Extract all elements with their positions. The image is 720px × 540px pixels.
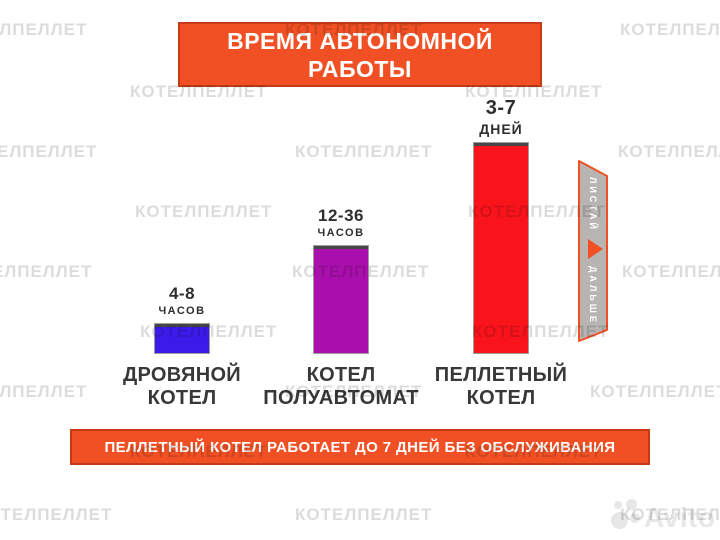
bottom-banner-text: ПЕЛЛЕТНЫЙ КОТЕЛ РАБОТАЕТ ДО 7 ДНЕЙ БЕЗ О…: [104, 438, 616, 456]
watermark-text: КОТЕЛПЕЛЛЕТ: [0, 505, 113, 524]
bar-value-range: 3-7: [485, 97, 517, 119]
bar-pellet: [473, 142, 529, 354]
bar-wood: [154, 323, 210, 354]
category-line: ДРОВЯНОЙ: [123, 364, 241, 386]
ribbon-word-listay: ЛИСТАЙ: [588, 177, 598, 233]
swipe-next-ribbon: ЛИСТАЙ ДАЛЬШЕ: [576, 152, 610, 350]
bar-value-unit: ЧАСОВ: [317, 227, 365, 239]
watermark-text: КОТЕЛПЕЛЛЕТ: [618, 142, 720, 161]
category-line: ПЕЛЛЕТНЫЙ: [434, 364, 568, 386]
watermark-text: КОТЕЛПЕЛЛЕТ: [0, 20, 88, 39]
bar-group-semiauto: 12-36 ЧАСОВ: [261, 206, 421, 354]
watermark-text: КОТЕЛПЕЛЛЕТ: [135, 202, 273, 221]
arrow-right-icon: [587, 239, 603, 260]
watermark-text: КОТЕЛПЕЛЛЕТ: [620, 20, 720, 39]
category-line: ПОЛУАВТОМАТ: [263, 387, 419, 409]
title-banner: ВРЕМЯ АВТОНОМНОЙ РАБОТЫ: [178, 22, 542, 87]
avito-logo: Avito: [611, 499, 715, 533]
category-line: КОТЕЛ: [147, 387, 217, 409]
bar-value-unit: ДНЕЙ: [479, 121, 523, 137]
bar-value-range: 12-36: [318, 206, 364, 225]
page-title-line1: ВРЕМЯ АВТОНОМНОЙ: [227, 27, 493, 54]
watermark-text: КОТЕЛПЕЛЛЕТ: [622, 262, 720, 281]
watermark-text: КОТЕЛПЕЛЛЕТ: [295, 505, 433, 524]
bar-semiauto: [313, 245, 369, 354]
avito-logo-text: Avito: [644, 502, 716, 533]
bar-value-unit: ЧАСОВ: [158, 305, 206, 317]
category-line: КОТЕЛ: [466, 387, 536, 409]
bar-group-wood: 4-8 ЧАСОВ: [102, 284, 262, 354]
watermark-text: КОТЕЛПЕЛЛЕТ: [295, 142, 433, 161]
watermark-text: КОТЕЛПЕЛЛЕТ: [0, 262, 93, 281]
avito-circles-icon: [611, 499, 641, 533]
bar-group-pellet: 3-7 ДНЕЙ: [421, 97, 581, 354]
category-line: КОТЕЛ: [306, 364, 376, 386]
ribbon-content: ЛИСТАЙ ДАЛЬШЕ: [576, 152, 610, 350]
watermark-text: КОТЕЛПЕЛЛЕТ: [0, 142, 98, 161]
ribbon-word-dalshe: ДАЛЬШЕ: [588, 266, 598, 325]
page-title-line2: РАБОТЫ: [308, 55, 412, 82]
bottom-banner: ПЕЛЛЕТНЫЙ КОТЕЛ РАБОТАЕТ ДО 7 ДНЕЙ БЕЗ О…: [70, 429, 650, 465]
category-label-semiauto: КОТЕЛ ПОЛУАВТОМАТ: [221, 364, 461, 410]
bar-value-range: 4-8: [168, 284, 196, 303]
category-label-pellet: ПЕЛЛЕТНЫЙ КОТЕЛ: [381, 364, 621, 410]
category-label-wood: ДРОВЯНОЙ КОТЕЛ: [62, 364, 302, 410]
